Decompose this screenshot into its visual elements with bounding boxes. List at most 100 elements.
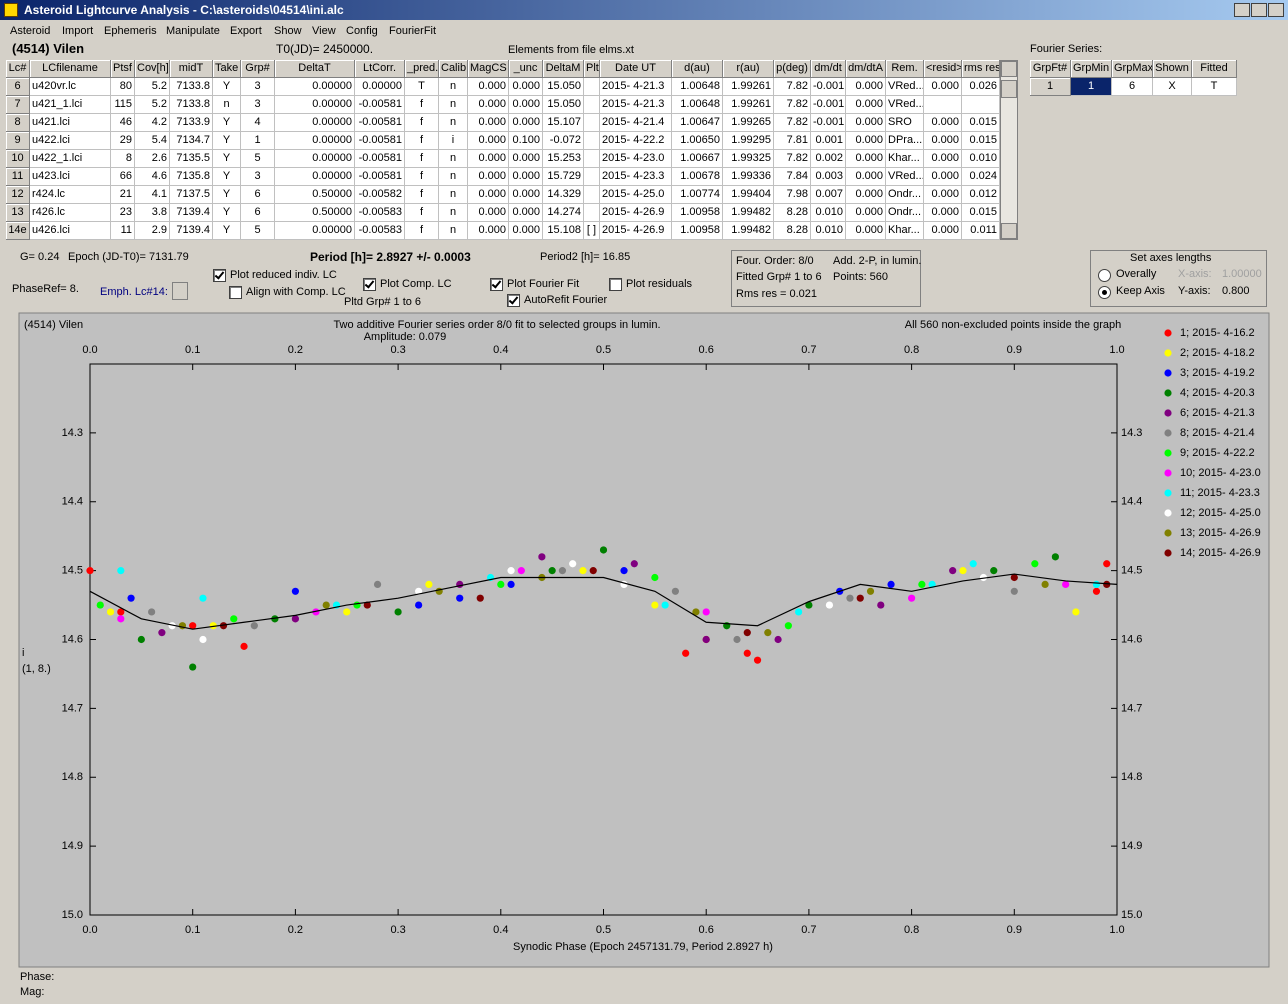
table-cell[interactable]	[584, 150, 600, 168]
column-header[interactable]: Take	[213, 60, 241, 78]
table-cell[interactable]: Y	[213, 186, 241, 204]
table-cell[interactable]: 0.000	[468, 132, 509, 150]
table-cell[interactable]: 0.000	[509, 204, 543, 222]
table-cell[interactable]: n	[439, 150, 468, 168]
table-cell[interactable]: 0.010	[811, 222, 846, 240]
table-cell[interactable]: 0.000	[509, 168, 543, 186]
column-header[interactable]: _pred.	[405, 60, 439, 78]
table-cell[interactable]: 15.729	[543, 168, 584, 186]
table-cell[interactable]: u426.lci	[30, 222, 111, 240]
table-cell[interactable]: 0.000	[846, 150, 886, 168]
table-cell[interactable]	[584, 168, 600, 186]
table-cell[interactable]: 7137.5	[170, 186, 213, 204]
menu-item[interactable]: Manipulate	[166, 25, 220, 37]
table-cell[interactable]: 0.000	[846, 78, 886, 96]
table-cell[interactable]: 15.253	[543, 150, 584, 168]
table-cell[interactable]: 1.00650	[672, 132, 723, 150]
table-cell[interactable]: 0.50000	[275, 204, 355, 222]
column-header[interactable]: <resid>	[924, 60, 962, 78]
table-cell[interactable]: 0.000	[846, 222, 886, 240]
table-cell[interactable]: 8.28	[774, 204, 811, 222]
emph-spinner[interactable]	[172, 282, 188, 300]
table-cell[interactable]: 0.000	[468, 96, 509, 114]
column-header[interactable]: d(au)	[672, 60, 723, 78]
table-cell[interactable]: u420vr.lc	[30, 78, 111, 96]
table-cell[interactable]: n	[439, 222, 468, 240]
table-cell[interactable]	[924, 96, 962, 114]
table-cell[interactable]: Y	[213, 204, 241, 222]
table-cell[interactable]: T	[1192, 78, 1237, 96]
row-header[interactable]: 8	[6, 114, 30, 132]
table-cell[interactable]: 15.050	[543, 96, 584, 114]
table-cell[interactable]: 0.000	[846, 168, 886, 186]
restore-button[interactable]	[1251, 3, 1267, 17]
table-cell[interactable]: -0.00581	[355, 96, 405, 114]
table-cell[interactable]: 0.000	[846, 204, 886, 222]
column-header[interactable]: LCfilename	[30, 60, 111, 78]
table-cell[interactable]: DPra...	[886, 132, 924, 150]
table-cell[interactable]: 2.6	[135, 150, 170, 168]
table-cell[interactable]: 0.000	[924, 204, 962, 222]
table-cell[interactable]: 2015- 4-25.0	[600, 186, 672, 204]
table-cell[interactable]: f	[405, 96, 439, 114]
table-cell[interactable]: -0.00582	[355, 186, 405, 204]
table-cell[interactable]: 1.99261	[723, 96, 774, 114]
column-header[interactable]: GrpFt#	[1030, 60, 1071, 78]
table-cell[interactable]: 1	[241, 132, 275, 150]
column-header[interactable]: GrpMax	[1112, 60, 1153, 78]
checkbox-label[interactable]: Plot Comp. LC	[380, 278, 452, 290]
table-cell[interactable]: Khar...	[886, 150, 924, 168]
table-cell[interactable]: Khar...	[886, 222, 924, 240]
table-cell[interactable]: 0.000	[468, 78, 509, 96]
row-header[interactable]: 9	[6, 132, 30, 150]
table-cell[interactable]: 0.000	[468, 114, 509, 132]
table-cell[interactable]: 15.107	[543, 114, 584, 132]
table-cell[interactable]: 0.000	[468, 168, 509, 186]
checkbox[interactable]	[490, 278, 503, 291]
table-cell[interactable]: f	[405, 132, 439, 150]
table-cell[interactable]: 7.84	[774, 168, 811, 186]
table-cell[interactable]: 0.000	[509, 114, 543, 132]
column-header[interactable]: GrpMin	[1071, 60, 1112, 78]
menu-item[interactable]: Show	[274, 25, 302, 37]
row-header[interactable]: 12	[6, 186, 30, 204]
table-cell[interactable]: 0.000	[924, 186, 962, 204]
menu-item[interactable]: Import	[62, 25, 94, 37]
table-cell[interactable]: 0.00000	[275, 150, 355, 168]
table-cell[interactable]: [ ]	[584, 222, 600, 240]
table-cell[interactable]: 1.99482	[723, 222, 774, 240]
table-cell[interactable]: 0.000	[924, 132, 962, 150]
table-cell[interactable]: 1	[1030, 78, 1071, 96]
table-cell[interactable]: Ondr...	[886, 186, 924, 204]
column-header[interactable]: Plt	[584, 60, 600, 78]
table-cell[interactable]: X	[1153, 78, 1192, 96]
table-cell[interactable]: 1.99325	[723, 150, 774, 168]
checkbox-label[interactable]: Plot reduced indiv. LC	[230, 269, 337, 281]
table-cell[interactable]: 0.000	[924, 150, 962, 168]
table-cell[interactable]: 1.00648	[672, 96, 723, 114]
row-header[interactable]: 7	[6, 96, 30, 114]
row-header[interactable]: 6	[6, 78, 30, 96]
table-cell[interactable]: 2.9	[135, 222, 170, 240]
table-cell[interactable]: 23	[111, 204, 135, 222]
table-cell[interactable]: n	[439, 204, 468, 222]
table-cell[interactable]: i	[439, 132, 468, 150]
table-cell[interactable]: 0.000	[924, 114, 962, 132]
table-cell[interactable]: 14.329	[543, 186, 584, 204]
column-header[interactable]: DeltaM	[543, 60, 584, 78]
table-cell[interactable]: 0.50000	[275, 186, 355, 204]
table-cell[interactable]: f	[405, 186, 439, 204]
table-cell[interactable]: 0.010	[811, 204, 846, 222]
table-cell[interactable]: r424.lc	[30, 186, 111, 204]
table-cell[interactable]: 0.00000	[275, 222, 355, 240]
table-cell[interactable]: 7.82	[774, 78, 811, 96]
close-button[interactable]	[1268, 3, 1284, 17]
table-cell[interactable]: 0.000	[846, 186, 886, 204]
column-header[interactable]: Lc#	[6, 60, 30, 78]
table-cell[interactable]: Y	[213, 132, 241, 150]
menu-item[interactable]: FourierFit	[389, 25, 437, 37]
table-cell[interactable]: 0.015	[962, 204, 1000, 222]
table-cell[interactable]: -0.00581	[355, 132, 405, 150]
table-cell[interactable]: 0.000	[509, 150, 543, 168]
table-cell[interactable]: u421_1.lci	[30, 96, 111, 114]
